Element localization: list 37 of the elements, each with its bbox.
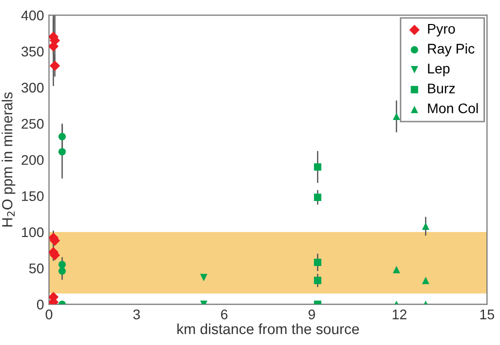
point [422, 276, 430, 284]
x-tick-label: 12 [392, 310, 406, 320]
point [314, 194, 322, 201]
x-tick-label: 3 [133, 310, 140, 320]
point [200, 274, 208, 282]
point [314, 276, 322, 284]
y-tick-label: 350 [22, 46, 44, 56]
point [50, 60, 60, 71]
point [58, 148, 66, 156]
y-tick-label: 300 [22, 82, 44, 93]
point [49, 41, 59, 52]
x-tick-label: 6 [221, 310, 228, 320]
point [314, 258, 322, 266]
y-tick-label: 50 [29, 263, 44, 274]
y-axis-title: H$_{2}$O ppm in minerals [2, 92, 16, 226]
point [392, 112, 400, 120]
point [58, 267, 66, 275]
point [392, 266, 400, 274]
point [314, 163, 322, 171]
legend-label: Lep [428, 64, 450, 76]
legend-label: Mon Col [428, 103, 478, 114]
y-tick-label: 400 [21, 10, 44, 20]
y-tick-label: 100 [22, 227, 44, 238]
x-tick-label: 9 [308, 310, 316, 320]
y-tick-label: 200 [22, 155, 44, 165]
legend-label: Pyro [428, 24, 455, 36]
y-tick-label: 0 [36, 300, 44, 310]
point [58, 132, 66, 140]
y-tick-label: 150 [22, 191, 44, 202]
point [422, 222, 430, 230]
legend-label: Ray Pic [428, 43, 474, 56]
y-tick-label: 250 [22, 118, 44, 129]
x-tick-label: 15 [480, 310, 494, 320]
x-tick-label: 0 [46, 310, 52, 320]
point [58, 260, 66, 268]
legend-label: Burz [428, 84, 455, 94]
x-axis-title: km distance from the source [177, 323, 359, 334]
